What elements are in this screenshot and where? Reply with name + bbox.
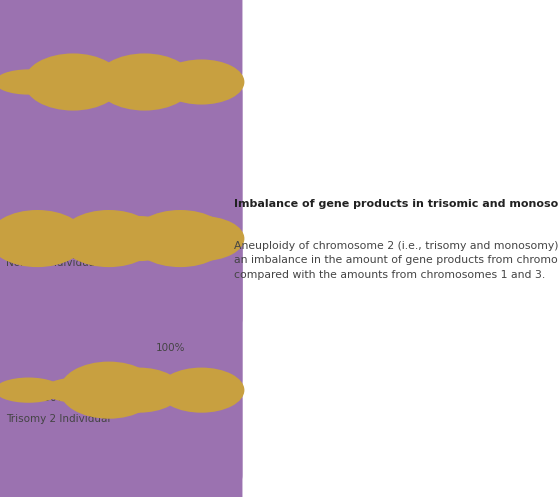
FancyBboxPatch shape xyxy=(98,0,191,91)
FancyBboxPatch shape xyxy=(0,381,61,497)
FancyBboxPatch shape xyxy=(98,230,180,494)
FancyBboxPatch shape xyxy=(98,73,180,337)
Text: Trisomy 2 Individual: Trisomy 2 Individual xyxy=(6,414,110,424)
FancyBboxPatch shape xyxy=(45,73,110,228)
FancyBboxPatch shape xyxy=(98,73,180,248)
Text: 100%: 100% xyxy=(156,343,185,353)
Ellipse shape xyxy=(0,210,86,267)
Ellipse shape xyxy=(0,378,62,403)
FancyBboxPatch shape xyxy=(133,30,227,248)
Ellipse shape xyxy=(131,210,229,267)
FancyBboxPatch shape xyxy=(0,30,84,248)
FancyBboxPatch shape xyxy=(0,0,61,91)
FancyBboxPatch shape xyxy=(45,0,110,91)
FancyBboxPatch shape xyxy=(45,294,110,400)
Text: Aneuploidy of chromosome 2 (i.e., trisomy and monosomy) leads to
an imbalance in: Aneuploidy of chromosome 2 (i.e., trisom… xyxy=(234,241,558,280)
FancyBboxPatch shape xyxy=(161,0,242,91)
Ellipse shape xyxy=(44,70,111,94)
Ellipse shape xyxy=(24,54,122,110)
Ellipse shape xyxy=(96,216,182,261)
Text: Imbalance of gene products in trisomic and monosomic individuals.: Imbalance of gene products in trisomic a… xyxy=(234,199,558,209)
FancyBboxPatch shape xyxy=(161,224,242,399)
FancyBboxPatch shape xyxy=(133,230,227,497)
Ellipse shape xyxy=(60,362,158,418)
FancyBboxPatch shape xyxy=(0,73,61,228)
FancyBboxPatch shape xyxy=(0,229,61,385)
Ellipse shape xyxy=(0,70,62,94)
Ellipse shape xyxy=(0,226,62,251)
FancyBboxPatch shape xyxy=(62,230,156,497)
Ellipse shape xyxy=(96,60,182,104)
FancyBboxPatch shape xyxy=(161,73,242,337)
Text: 100%: 100% xyxy=(39,393,68,403)
FancyBboxPatch shape xyxy=(98,224,180,399)
FancyBboxPatch shape xyxy=(98,73,191,404)
Ellipse shape xyxy=(158,216,244,261)
Ellipse shape xyxy=(44,378,111,403)
Text: 100%: 100% xyxy=(94,409,123,418)
FancyBboxPatch shape xyxy=(0,294,61,400)
FancyBboxPatch shape xyxy=(161,73,242,248)
FancyBboxPatch shape xyxy=(45,229,110,385)
FancyBboxPatch shape xyxy=(26,73,120,404)
FancyBboxPatch shape xyxy=(161,230,242,494)
FancyBboxPatch shape xyxy=(0,230,84,497)
Ellipse shape xyxy=(158,368,244,413)
Text: 100%: 100% xyxy=(39,237,68,247)
FancyBboxPatch shape xyxy=(45,381,110,497)
FancyBboxPatch shape xyxy=(45,143,110,248)
FancyBboxPatch shape xyxy=(0,143,61,248)
Text: Normal Individual: Normal Individual xyxy=(6,258,98,268)
FancyBboxPatch shape xyxy=(161,381,242,497)
Ellipse shape xyxy=(44,226,111,251)
FancyBboxPatch shape xyxy=(62,182,156,399)
Ellipse shape xyxy=(60,210,158,267)
Ellipse shape xyxy=(95,54,194,110)
Ellipse shape xyxy=(96,368,182,413)
FancyBboxPatch shape xyxy=(98,381,180,497)
FancyBboxPatch shape xyxy=(98,0,180,91)
Ellipse shape xyxy=(158,60,244,104)
FancyBboxPatch shape xyxy=(26,0,120,91)
FancyBboxPatch shape xyxy=(62,30,156,248)
FancyBboxPatch shape xyxy=(62,381,156,497)
